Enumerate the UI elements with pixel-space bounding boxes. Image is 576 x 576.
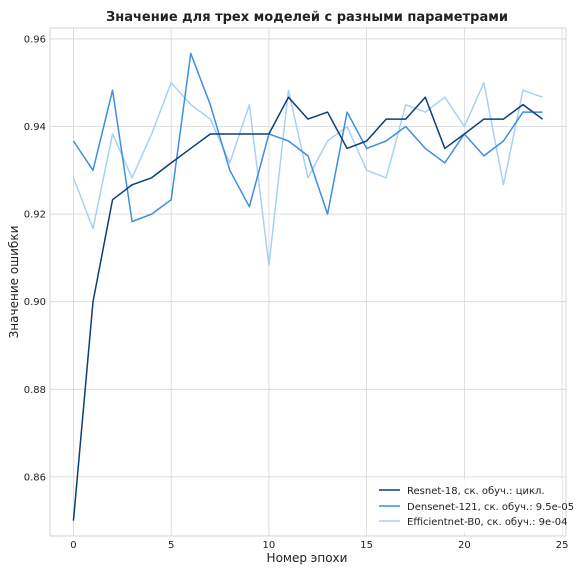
x-tick-label: 20 [458, 540, 471, 551]
x-tick-labels: 0 5 10 15 20 25 [70, 540, 568, 551]
y-tick-label: 0.88 [24, 385, 46, 396]
series-line-efficientnet [72, 81, 543, 267]
x-tick-label: 15 [360, 540, 373, 551]
series-group [72, 52, 543, 521]
series-line-resnet [72, 96, 543, 521]
legend-label-efficientnet: Efficientnet-B0, ск. обуч.: 9e-04 [407, 517, 568, 528]
y-tick-label: 0.86 [24, 472, 46, 483]
legend: Resnet-18, ск. обуч.: цикл. Densenet-121… [370, 479, 574, 533]
legend-label-resnet: Resnet-18, ск. обуч.: цикл. [407, 486, 545, 497]
x-tick-label: 0 [70, 540, 76, 551]
legend-label-densenet: Densenet-121, ск. обуч.: 9.5e-05 [407, 502, 574, 513]
plot-frame [49, 27, 567, 537]
x-tick-label: 10 [263, 540, 276, 551]
x-tick-label: 25 [556, 540, 569, 551]
series-line-densenet [72, 52, 543, 223]
y-axis-label: Значение ошибки [7, 226, 21, 339]
chart-title: Значение для трех моделей с разными пара… [106, 10, 508, 25]
y-tick-label: 0.96 [24, 34, 46, 45]
y-tick-label: 0.92 [24, 210, 46, 221]
y-tick-label: 0.94 [24, 122, 46, 133]
grid [50, 28, 566, 536]
x-tick-label: 5 [168, 540, 174, 551]
y-tick-labels: 0.86 0.88 0.90 0.92 0.94 0.96 [24, 34, 46, 483]
legend-box [370, 479, 562, 533]
y-tick-label: 0.90 [24, 297, 46, 308]
x-axis-label: Номер эпохи [267, 551, 348, 565]
